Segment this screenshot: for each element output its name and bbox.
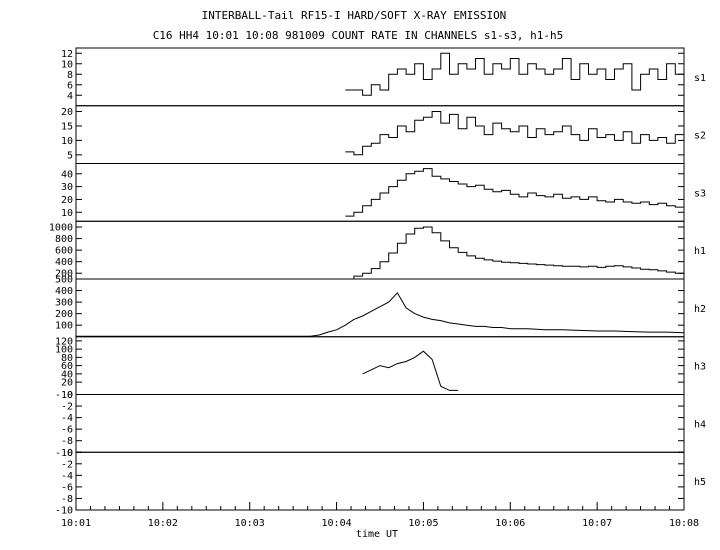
y-tick-label: -8: [61, 494, 73, 505]
y-tick-label: 300: [55, 298, 73, 309]
panel-label-s3: s3: [694, 188, 706, 199]
y-tick-label: -2: [61, 402, 73, 413]
y-tick-label: -4: [61, 471, 73, 482]
y-tick-label: 5: [67, 150, 73, 161]
x-tick-label: 10:04: [322, 518, 352, 529]
y-tick-label: 60: [61, 361, 73, 372]
y-tick-label: 15: [61, 121, 73, 132]
panel-label-h3: h3: [694, 362, 706, 373]
x-tick-label: 10:08: [669, 518, 699, 529]
x-tick-label: 10:03: [235, 518, 265, 529]
y-tick-label: 400: [55, 257, 73, 268]
panel-label-h2: h2: [694, 304, 706, 315]
x-tick-label: 10:06: [495, 518, 525, 529]
y-tick-label: 10: [61, 136, 73, 147]
y-tick-label: -4: [61, 413, 73, 424]
panel-frame: [75, 220, 685, 280]
panel-label-h5: h5: [694, 477, 706, 488]
y-tick-label: 100: [55, 345, 73, 356]
y-tick-label: -8: [61, 436, 73, 447]
y-tick-label: 0: [67, 448, 73, 459]
x-tick-label: 10:01: [61, 518, 91, 529]
y-tick-label: 400: [55, 286, 73, 297]
y-tick-label: -10: [55, 448, 73, 459]
y-tick-label: 10: [61, 59, 73, 70]
y-tick-label: 80: [61, 353, 73, 364]
series-line-s1: [345, 52, 685, 96]
panel-frame: [75, 278, 685, 338]
y-tick-label: 20: [61, 107, 73, 118]
panel-frame: [75, 451, 685, 511]
chart-panels: 4681012s15101520s210203040s3200400600800…: [49, 47, 706, 517]
y-tick-label: 600: [55, 246, 73, 257]
y-tick-label: -10: [55, 390, 73, 401]
y-tick-label: 800: [55, 234, 73, 245]
panel-label-h4: h4: [694, 419, 706, 430]
y-tick-label: 120: [55, 336, 73, 347]
y-tick-label: 1000: [49, 223, 73, 234]
y-tick-label: 0: [67, 390, 73, 401]
panel-frame: [75, 394, 685, 453]
series-line-s3: [345, 168, 685, 217]
x-axis-label: time UT: [356, 529, 398, 540]
x-tick-label: 10:02: [148, 518, 178, 529]
y-tick-label: 500: [55, 275, 73, 286]
y-tick-label: 200: [55, 309, 73, 320]
y-tick-label: 100: [55, 321, 73, 332]
y-tick-label: 20: [61, 378, 73, 389]
chart-title: INTERBALL-Tail RF15-I HARD/SOFT X-RAY EM…: [202, 9, 507, 22]
y-tick-label: 40: [61, 169, 73, 180]
panel-s3: 10 20 30 40 s3: [61, 163, 706, 222]
series-line-h1: [345, 226, 685, 280]
y-tick-label: -6: [61, 482, 73, 493]
y-tick-label: 40: [61, 369, 73, 380]
y-tick-label: 8: [67, 70, 73, 81]
y-tick-label: -6: [61, 425, 73, 436]
y-tick-label: 10: [61, 208, 73, 219]
x-tick-label: 10:07: [582, 518, 612, 529]
y-tick-label: -10: [55, 506, 73, 517]
y-tick-label: 6: [67, 80, 73, 91]
panel-label-s1: s1: [694, 73, 706, 84]
panel-label-h1: h1: [694, 246, 706, 257]
series-line-h2: [76, 292, 685, 337]
panel-label-s2: s2: [694, 131, 706, 142]
y-tick-label: 4: [67, 91, 73, 102]
series-line-s2: [345, 111, 685, 156]
y-tick-label: -2: [61, 459, 73, 470]
panel-frame: [75, 163, 685, 222]
y-tick-label: 20: [61, 195, 73, 206]
y-tick-label: 30: [61, 182, 73, 193]
x-axis: 10:01 10:02 10:03 10:04 10:05 10:06 10:07 10:08: [61, 502, 699, 529]
panel-s2: 5 10 15 20 s2: [61, 105, 706, 164]
y-tick-label: 12: [61, 49, 73, 60]
series-line-h3: [362, 350, 459, 391]
chart-subtitle: C16 HH4 10:01 10:08 981009 COUNT RATE IN…: [153, 29, 564, 42]
panel-frame: [75, 47, 685, 107]
y-tick-label: 200: [55, 269, 73, 280]
x-tick-label: 10:05: [408, 518, 438, 529]
